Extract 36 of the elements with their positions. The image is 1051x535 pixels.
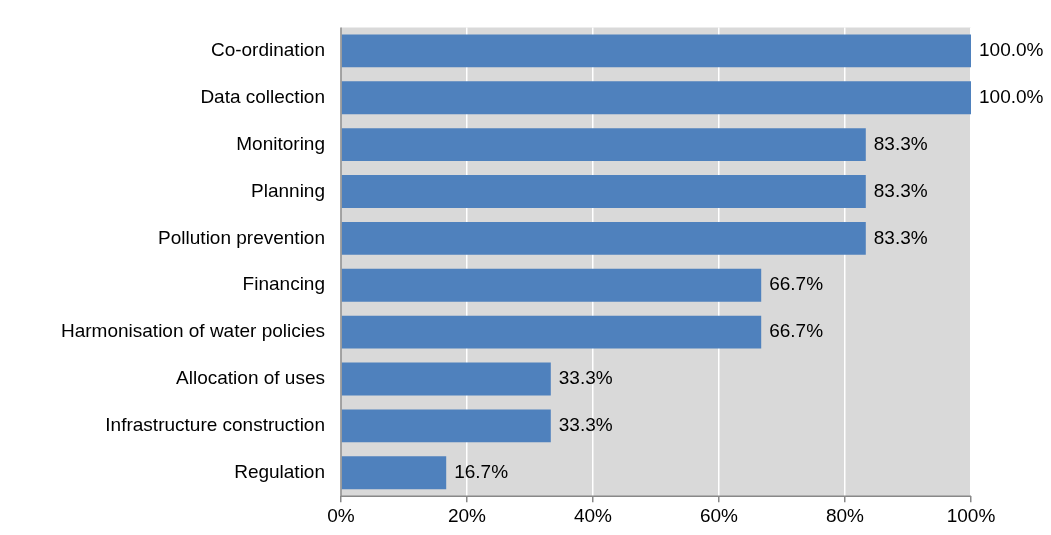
x-tick-label: 100% xyxy=(946,504,996,526)
bar xyxy=(341,315,762,349)
y-tick-label: Data collection xyxy=(200,85,325,107)
y-tick-label: Harmonisation of water policies xyxy=(60,320,325,342)
x-tick-label: 80% xyxy=(825,504,865,526)
data-label: 100.0% xyxy=(979,39,1044,61)
bar xyxy=(341,128,866,162)
bar xyxy=(341,81,971,115)
data-label: 66.7% xyxy=(769,273,824,295)
data-label: 83.3% xyxy=(873,226,928,248)
bar xyxy=(341,409,551,443)
y-tick-label: Monitoring xyxy=(236,132,325,154)
y-tick-label: Planning xyxy=(251,179,325,201)
y-tick-label: Allocation of uses xyxy=(176,367,325,389)
data-label: 33.3% xyxy=(558,414,613,436)
y-tick-label: Pollution prevention xyxy=(158,226,325,248)
x-tick-label: 0% xyxy=(327,504,355,526)
x-tick-label: 20% xyxy=(447,504,487,526)
y-tick-label: Infrastructure construction xyxy=(105,414,325,436)
y-tick-label: Regulation xyxy=(234,460,325,482)
bar xyxy=(341,362,551,396)
y-tick-label: Co-ordination xyxy=(210,39,325,61)
data-label: 83.3% xyxy=(873,179,928,201)
bar xyxy=(341,175,866,208)
x-tick-label: 60% xyxy=(699,504,739,526)
x-tick-label: 40% xyxy=(573,504,613,526)
bar xyxy=(341,456,447,490)
bar xyxy=(341,268,762,302)
data-label: 33.3% xyxy=(558,367,613,389)
data-label: 100.0% xyxy=(979,85,1044,107)
y-tick-label: Financing xyxy=(242,273,325,295)
data-label: 16.7% xyxy=(454,460,509,482)
data-label: 66.7% xyxy=(769,320,824,342)
bar xyxy=(341,34,971,68)
data-label: 83.3% xyxy=(873,132,928,154)
bar xyxy=(341,221,866,255)
